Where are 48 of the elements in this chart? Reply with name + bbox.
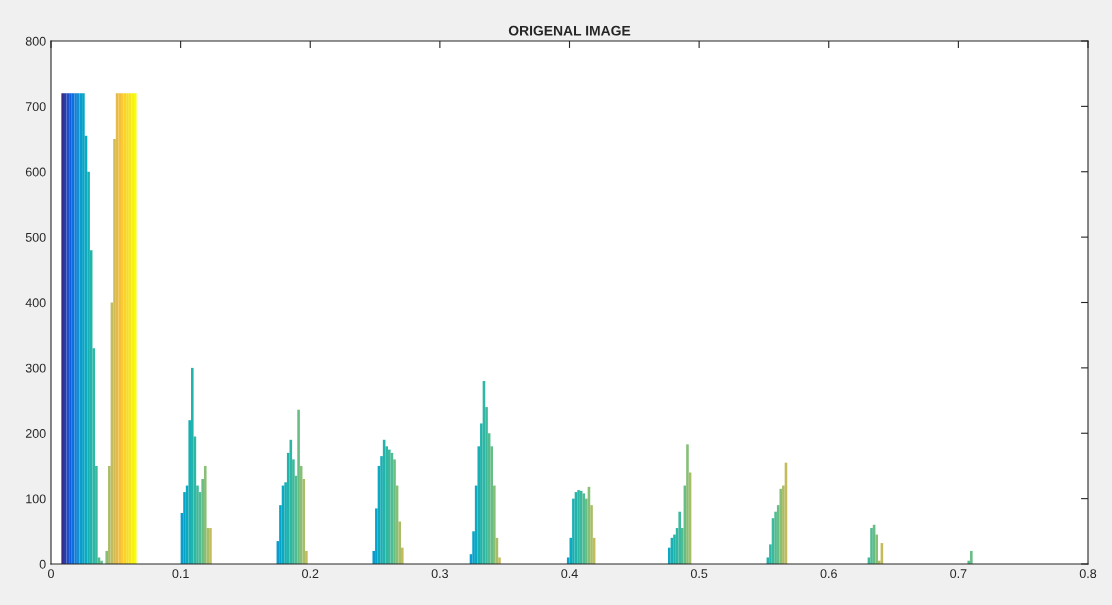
bar <box>292 459 295 564</box>
bar <box>108 465 111 564</box>
x-tick-label: 0.8 <box>1079 569 1097 579</box>
bar <box>590 505 593 564</box>
bar <box>678 511 681 564</box>
y-tick-label: 0 <box>39 559 46 569</box>
bar <box>302 479 306 564</box>
bar <box>393 459 396 564</box>
bar <box>203 465 207 564</box>
x-tick-label: 0.1 <box>172 569 189 579</box>
bar <box>113 139 116 564</box>
bar <box>875 534 879 564</box>
y-tick-label: 300 <box>25 363 46 373</box>
y-tick-label: 800 <box>25 36 46 46</box>
bar <box>95 465 98 564</box>
bar <box>190 367 194 564</box>
bar <box>400 547 404 564</box>
x-tick-label: 0.3 <box>431 569 449 579</box>
bar <box>680 528 684 564</box>
bar <box>870 528 873 564</box>
x-tick-label: 0.6 <box>820 569 837 579</box>
x-tick-label: 0.7 <box>950 569 967 579</box>
x-tick-label: 0.4 <box>561 569 578 579</box>
bar <box>297 409 300 564</box>
bar <box>196 485 199 564</box>
bar <box>970 550 973 564</box>
bar <box>774 511 777 564</box>
y-tick-label: 700 <box>25 102 46 112</box>
bar <box>305 550 308 564</box>
bar <box>485 407 488 564</box>
x-tick-label: 0 <box>48 569 54 579</box>
bar <box>493 485 496 564</box>
x-tick-label: 0.5 <box>690 569 708 579</box>
y-tick-label: 600 <box>25 167 46 177</box>
bar <box>201 479 204 564</box>
y-tick-label: 100 <box>26 494 46 504</box>
chart-title: ORIGENAL IMAGE <box>508 25 631 36</box>
bar <box>398 521 401 564</box>
y-tick-label: 400 <box>25 298 46 308</box>
bar <box>585 498 588 564</box>
x-tick-label: 0.2 <box>302 569 319 579</box>
bar <box>105 550 109 564</box>
bar <box>769 544 772 564</box>
bar <box>686 444 689 564</box>
bar <box>490 446 494 564</box>
bar <box>498 557 501 564</box>
y-tick-label: 200 <box>25 429 46 438</box>
y-tick-label: 500 <box>25 232 46 242</box>
